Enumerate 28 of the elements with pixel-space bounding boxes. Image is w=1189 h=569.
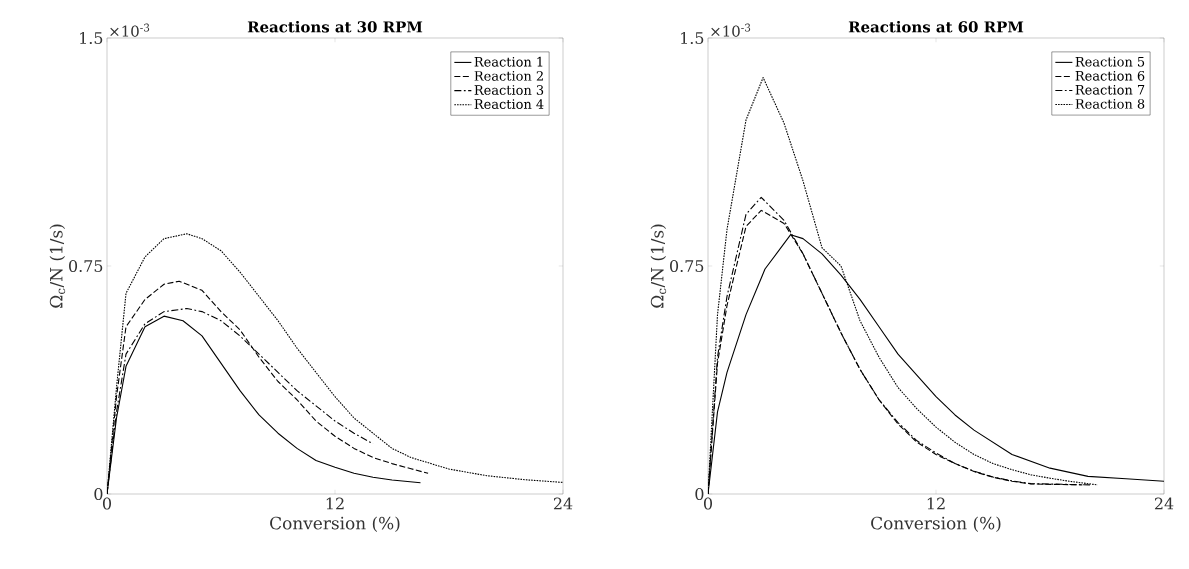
x-tick-label: 12 [326,497,344,510]
x-tick-label: 12 [927,497,945,510]
legend-label: Reaction 8 [1075,98,1145,109]
y-tick-label: 0.75 [670,259,704,273]
y-axis-title: Ω$_{c}$/N (1/s) [49,224,66,308]
x-axis-title: Conversion (%) [270,516,400,532]
x-tick-label: 24 [553,497,573,510]
y-tick-label: 1.5 [80,31,103,45]
x-tick-label: 0 [703,497,713,510]
legend-label: Reaction 1 [474,56,543,67]
text: ×10$^{-3}$ [711,23,751,37]
legend-label: Reaction 5 [1075,56,1145,67]
y-tick-label: 1.5 [681,31,704,45]
legend-label: Reaction 2 [474,70,543,81]
legend-label: Reaction 7 [1075,84,1145,95]
chart-title: Reactions at 30 RPM [247,20,423,33]
legend-label: Reaction 6 [1075,70,1145,81]
y-tick-label: 0 [695,487,704,501]
legend-label: Reaction 4 [474,99,544,109]
x-tick-label: 24 [1154,497,1174,510]
legend-label: Reaction 3 [474,85,544,95]
text: ×10$^{-3}$ [110,23,150,37]
x-axis-title: Conversion (%) [871,516,1001,532]
y-axis-title: Ω$_{c}$/N (1/s) [650,224,667,308]
x-tick-label: 0 [102,497,112,510]
y-tick-label: 0.75 [69,259,103,273]
chart-title: Reactions at 60 RPM [848,20,1024,33]
y-tick-label: 0 [94,487,103,501]
